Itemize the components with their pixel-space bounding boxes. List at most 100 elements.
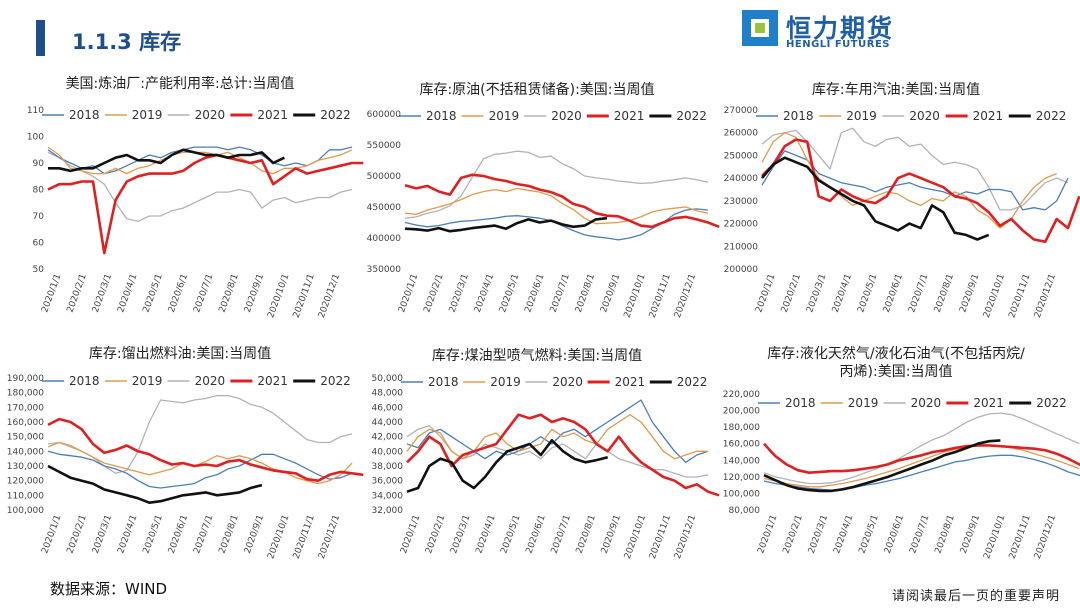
y-tick-label: 200000 [724,265,759,275]
x-tick-label: 2020/9/1 [959,514,982,555]
x-tick-label: 2020/8/1 [934,514,957,555]
legend-label: 2021 [973,109,1004,123]
chart-svg: 库存:煤油型喷气燃料:美国:当周值 2018 2019 2020 2021 2022 50,… [372,347,720,561]
series-line-2019 [761,132,1057,229]
x-tick-label: 2020/11/1 [648,273,673,320]
series-line-2022 [48,148,285,173]
y-tick-label: 50,000 [372,374,404,384]
logo-cn-text: 恒力期货 [786,14,895,43]
x-tick-label: 2020/8/1 [575,514,598,555]
y-tick-label: 140,000 [7,447,44,457]
y-tick-label: 400000 [367,234,402,244]
y-tick-label: 270000 [724,106,759,116]
y-tick-label: 46,000 [372,403,404,413]
y-tick-label: 220000 [724,220,759,230]
x-tick-label: 2020/10/1 [982,514,1007,561]
chart-jet-fuel-inventory: 库存:煤油型喷气燃料:美国:当周值 2018 2019 2020 2021 2022 50,… [355,340,720,572]
y-tick-label: 500000 [367,172,402,182]
y-tick-label: 240000 [724,174,759,184]
series-line-2022 [763,439,1001,493]
legend-label: 2020 [552,375,583,389]
series-line-2021 [47,417,364,482]
x-tick-label: 2020/11/1 [1008,514,1033,561]
series-line-2018 [763,454,1080,491]
chart-title: 库存:车用汽油:美国:当周值 [812,81,980,98]
y-tick-label: 130,000 [7,462,44,472]
x-tick-label: 2020/12/1 [1033,273,1058,320]
x-tick-label: 2020/10/1 [982,273,1007,320]
y-tick-label: 100,000 [7,506,44,516]
x-tick-label: 2020/3/1 [805,273,828,314]
legend-label: 2018 [426,109,457,123]
y-tick-label: 40,000 [372,447,404,457]
legend-label: 2021 [257,108,288,122]
y-tick-label: 110,000 [7,491,44,501]
legend-label: 2022 [320,108,351,122]
y-tick-label: 260000 [724,129,759,139]
x-tick-label: 2020/1/1 [397,273,420,314]
x-tick-label: 2020/5/1 [856,273,879,314]
y-tick-label: 100,000 [723,489,760,499]
y-tick-label: 80 [33,186,45,196]
series-line-2018 [404,208,709,241]
logo-mark-icon [742,10,778,46]
x-tick-label: 2020/7/1 [550,514,573,555]
x-tick-label: 2020/9/1 [243,273,266,314]
legend-label: 2022 [676,109,707,123]
series-line-2019 [47,441,353,485]
x-tick-label: 2020/9/1 [243,514,266,555]
x-tick-label: 2020/4/1 [473,273,496,314]
y-tick-label: 120,000 [7,477,44,487]
x-tick-label: 2020/1/1 [40,514,63,555]
x-tick-label: 2020/12/1 [1033,514,1058,561]
series-line-2022 [404,216,608,233]
series-line-2020 [47,151,353,222]
series-line-2019 [404,187,709,225]
series-line-2020 [404,150,709,219]
x-tick-label: 2020/6/1 [525,514,548,555]
series-line-2018 [406,399,709,463]
series-line-2022 [406,439,609,493]
x-tick-label: 2020/1/1 [399,514,422,555]
legend-label: 2021 [973,396,1004,410]
y-tick-label: 120,000 [723,473,760,483]
x-tick-label: 2020/10/1 [623,273,648,320]
y-tick-label: 110 [27,106,44,116]
x-tick-label: 2020/11/1 [292,273,317,320]
chart-distillate-inventory: 库存:馏出燃料油:美国:当周值 2018 2019 2020 2021 2022 190,0… [0,340,364,572]
y-tick-label: 220,000 [723,390,760,400]
x-tick-label: 2020/6/1 [523,273,546,314]
legend-label: 2019 [489,109,520,123]
legend-label: 2018 [69,374,100,388]
x-tick-label: 2020/3/1 [807,514,830,555]
x-tick-label: 2020/7/1 [907,273,930,314]
chart-title: 库存:原油(不括租赁储备):美国:当周值 [419,81,654,98]
y-tick-label: 60 [33,239,45,249]
x-tick-label: 2020/6/1 [882,273,905,314]
x-tick-label: 2020/2/1 [780,273,803,314]
y-tick-label: 550000 [367,141,402,151]
y-tick-label: 44,000 [372,418,404,428]
x-tick-label: 2020/10/1 [623,514,648,561]
x-tick-label: 2020/3/1 [449,514,472,555]
x-tick-label: 2020/11/1 [648,514,673,561]
y-tick-label: 200,000 [723,407,760,417]
x-tick-label: 2020/7/1 [192,514,215,555]
y-tick-label: 36,000 [372,477,404,487]
legend-label: 2021 [615,375,646,389]
y-tick-label: 32,000 [372,506,404,516]
y-tick-label: 350000 [367,265,402,275]
section-title: 1.1.3 库存 [72,30,182,54]
y-tick-label: 50 [33,265,45,275]
chart-svg: 库存:馏出燃料油:美国:当周值 2018 2019 2020 2021 2022 190,0… [7,345,364,560]
chart-svg: 库存:液化天然气/液化石油气(不包括丙烷/丙烯):美国:当周值 2018 2019 2… [723,345,1080,561]
series-line-2018 [47,450,353,489]
legend-label: 2022 [1036,109,1067,123]
legend-label: 2021 [257,374,288,388]
chart-title: 库存:煤油型喷气燃料:美国:当周值 [432,347,642,364]
series-line-2021 [761,138,1080,243]
x-tick-label: 2020/5/1 [499,514,522,555]
x-tick-label: 2020/1/1 [754,273,777,314]
x-tick-label: 2020/6/1 [167,514,190,555]
x-tick-label: 2020/8/1 [218,514,241,555]
